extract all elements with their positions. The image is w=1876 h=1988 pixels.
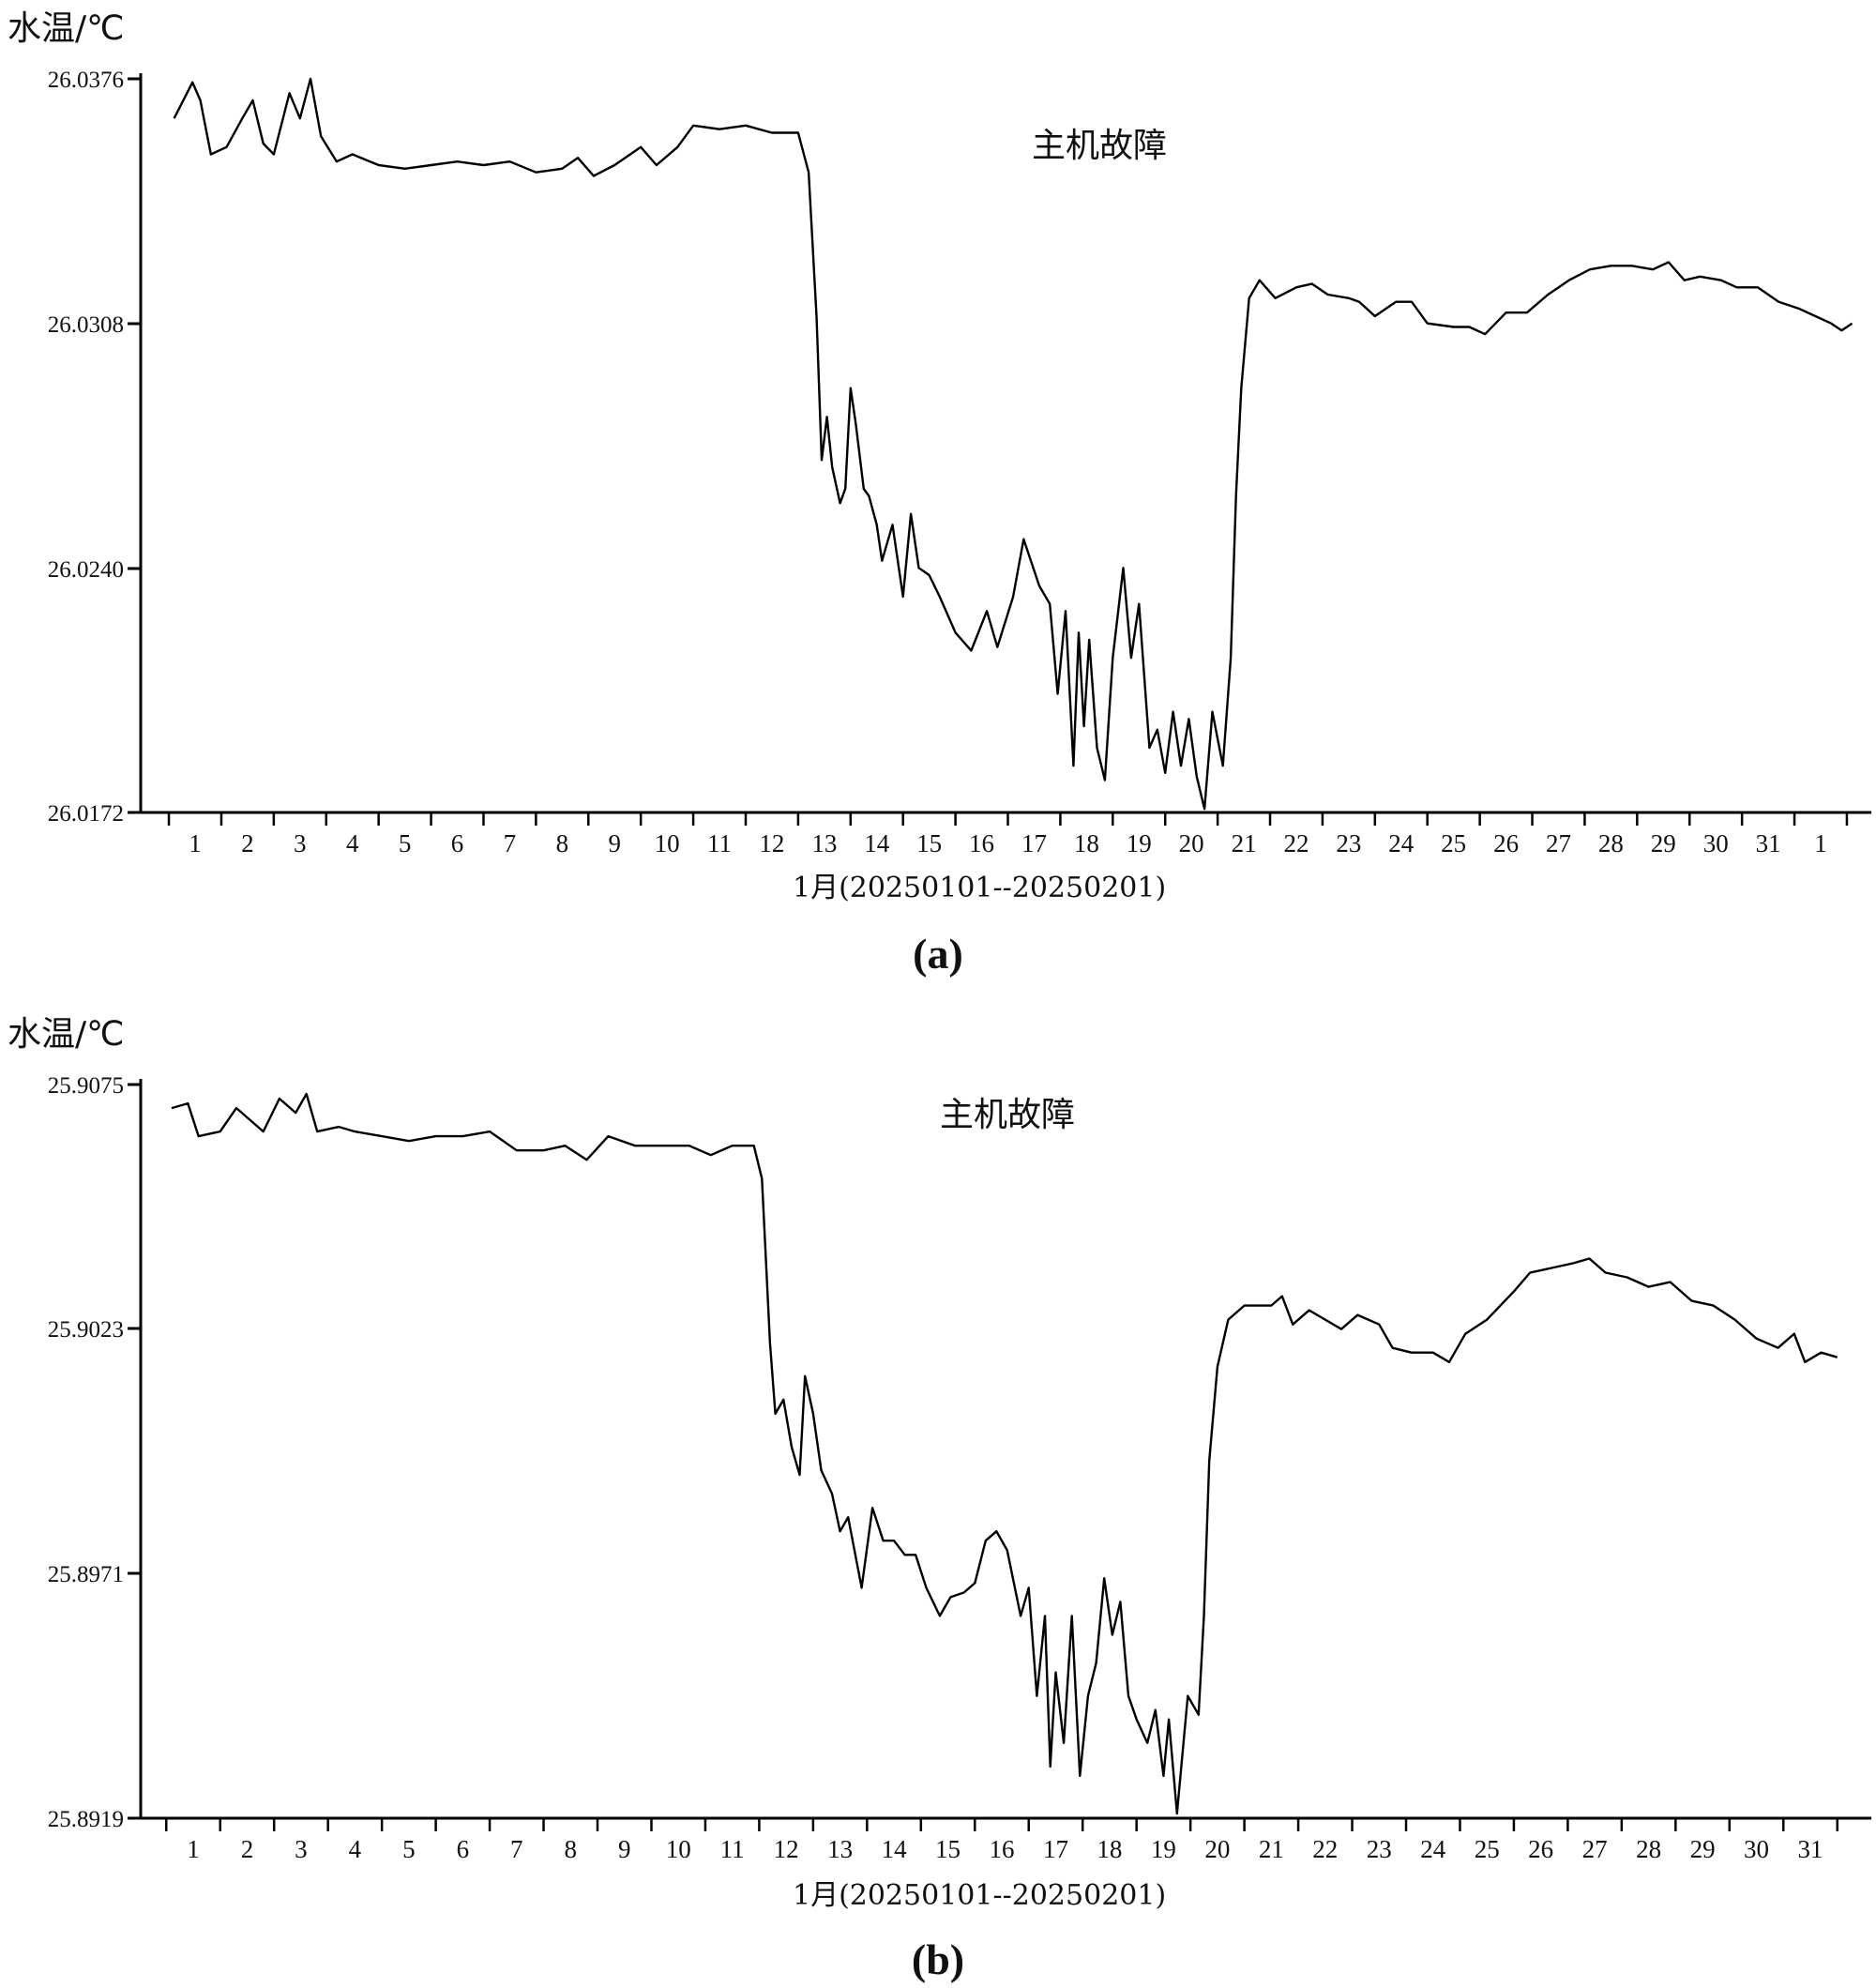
x-tick-label: 14 [864,829,890,857]
x-ticks: 1 2 3 4 5 6 7 8 9 10 11 12 13 14 15 16 17 18 19 20 21 22 23 24 2… [167,812,1849,857]
x-tick-label: 12 [774,1835,799,1863]
x-tick-label: 1 [187,1835,200,1863]
y-tick-label: 25.8919 [48,1807,124,1832]
x-ticks: 1 2 3 4 5 6 7 8 9 10 11 12 13 14 15 16 17 18 19 20 21 22 23 24 2… [165,1818,1838,1863]
annotation-fault: 主机故障 [940,1096,1075,1134]
y-tick-label: 26.0172 [48,801,124,827]
x-tick-label: 26 [1493,829,1519,857]
y-ticks: 25.9075 25.9023 25.8971 25.8919 [48,1073,141,1832]
x-tick-label: 27 [1582,1835,1608,1863]
x-tick-label: 3 [294,829,307,857]
x-tick-label: 1 [1814,829,1827,857]
x-tick-label: 24 [1388,829,1415,857]
y-ticks: 26.0376 26.0308 26.0240 26.0172 [48,68,141,827]
x-tick-label: 29 [1651,829,1676,857]
x-tick-label: 29 [1690,1835,1716,1863]
x-tick-label: 16 [990,1835,1015,1863]
x-tick-label: 31 [1798,1835,1823,1863]
x-tick-label: 8 [556,829,569,857]
chart-panel-b: 水温/℃ 主机故障 1月(20250101--20250201) (b) 25.… [8,1015,1871,1983]
x-tick-label: 18 [1074,829,1099,857]
y-axis-label: 水温/℃ [8,1015,125,1054]
x-tick-label: 20 [1204,1835,1230,1863]
x-tick-label: 11 [707,829,732,857]
x-tick-label: 15 [935,1835,961,1863]
x-tick-label: 28 [1598,829,1624,857]
x-tick-label: 7 [510,1835,523,1863]
x-tick-label: 24 [1420,1835,1446,1863]
x-tick-label: 10 [655,829,680,857]
x-tick-label: 22 [1283,829,1309,857]
x-tick-label: 30 [1703,829,1729,857]
x-tick-label: 14 [882,1835,908,1863]
series-line [173,77,1853,811]
x-tick-label: 18 [1097,1835,1122,1863]
axes [139,1079,1871,1820]
x-tick-label: 21 [1232,829,1257,857]
y-tick-label: 25.9075 [48,1073,124,1099]
x-axis-label: 1月(20250101--20250201) [793,1879,1166,1912]
x-tick-label: 3 [295,1835,308,1863]
x-tick-label: 12 [759,829,784,857]
x-tick-label: 21 [1259,1835,1284,1863]
y-tick-label: 26.0376 [48,68,124,93]
x-tick-label: 7 [504,829,517,857]
y-tick-label: 26.0308 [48,312,124,338]
x-tick-label: 20 [1179,829,1204,857]
panel-label: (a) [913,930,963,978]
x-tick-label: 19 [1127,829,1152,857]
series-line [171,1092,1838,1815]
x-tick-label: 13 [811,829,837,857]
x-tick-label: 5 [399,829,412,857]
annotation-fault: 主机故障 [1032,127,1167,165]
y-tick-label: 26.0240 [48,557,124,583]
x-tick-label: 6 [451,829,464,857]
x-tick-label: 2 [241,829,254,857]
x-tick-label: 27 [1546,829,1571,857]
y-tick-label: 25.8971 [48,1562,124,1587]
x-tick-label: 4 [349,1835,362,1863]
x-tick-label: 9 [618,1835,631,1863]
x-tick-label: 17 [1021,829,1047,857]
x-tick-label: 22 [1312,1835,1338,1863]
x-tick-label: 28 [1636,1835,1661,1863]
x-tick-label: 15 [916,829,942,857]
x-tick-label: 23 [1336,829,1361,857]
x-tick-label: 11 [720,1835,745,1863]
x-tick-label: 4 [346,829,359,857]
x-tick-label: 9 [608,829,621,857]
panel-label: (b) [912,1935,964,1983]
x-axis-label: 1月(20250101--20250201) [793,872,1166,904]
y-tick-label: 25.9023 [48,1317,124,1343]
x-tick-label: 26 [1528,1835,1553,1863]
x-tick-label: 5 [402,1835,416,1863]
x-tick-label: 25 [1475,1835,1500,1863]
x-tick-label: 10 [666,1835,691,1863]
x-tick-label: 1 [189,829,202,857]
chart-panel-a: 水温/℃ 主机故障 1月(20250101--20250201) (a) 26.… [8,9,1871,978]
x-tick-label: 30 [1744,1835,1769,1863]
x-tick-label: 19 [1151,1835,1176,1863]
x-tick-label: 31 [1756,829,1781,857]
x-tick-label: 2 [241,1835,254,1863]
axes [139,73,1871,814]
x-tick-label: 17 [1043,1835,1068,1863]
x-tick-label: 25 [1441,829,1466,857]
x-tick-label: 16 [969,829,994,857]
x-tick-label: 6 [457,1835,470,1863]
x-tick-label: 13 [827,1835,853,1863]
x-tick-label: 23 [1367,1835,1392,1863]
x-tick-label: 8 [565,1835,578,1863]
y-axis-label: 水温/℃ [8,9,125,48]
